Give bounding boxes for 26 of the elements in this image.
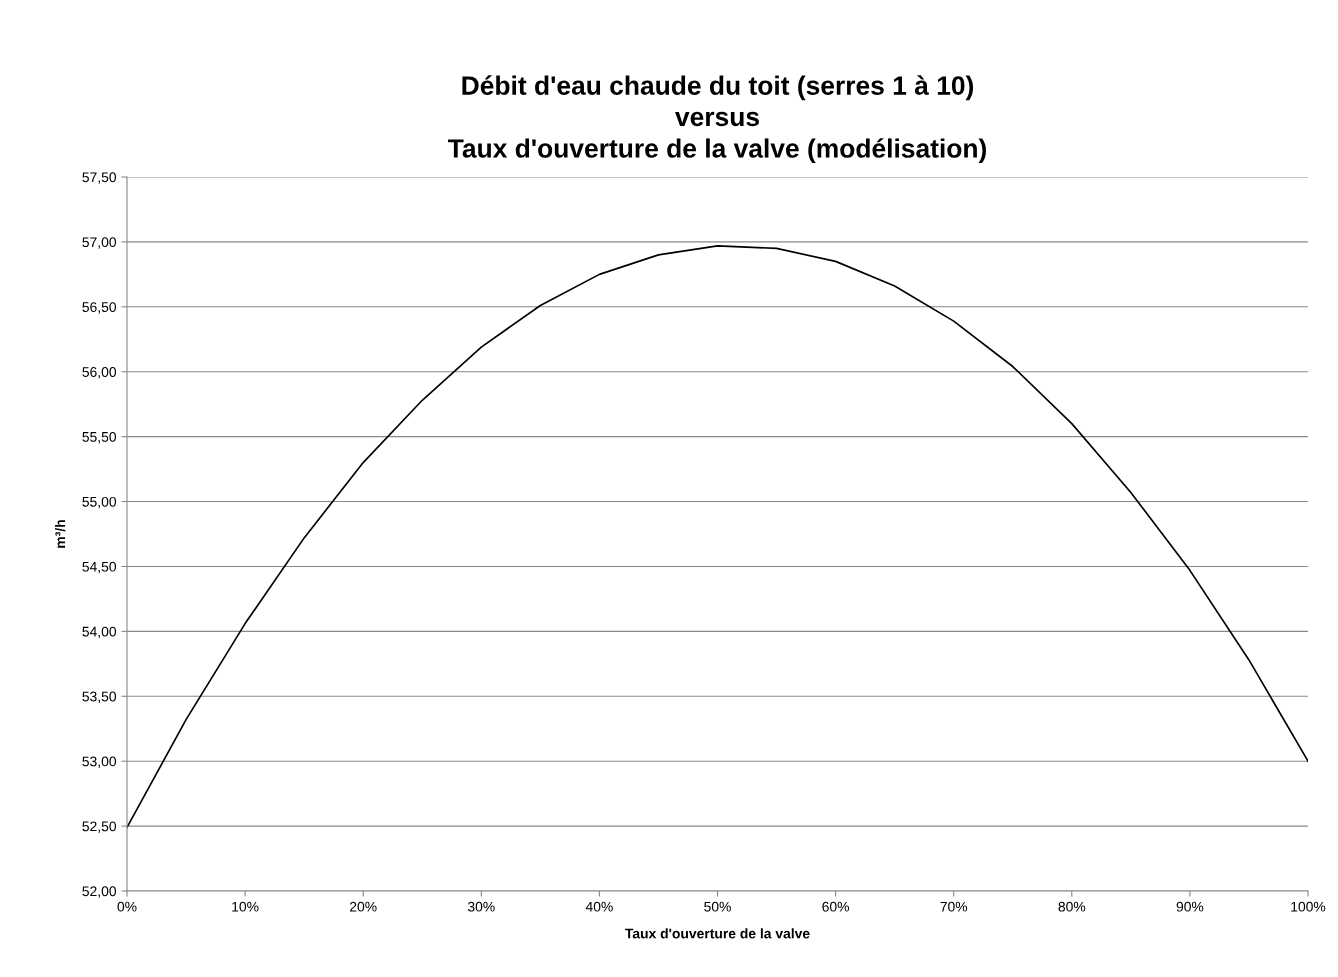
- y-tick-label: 57,00: [82, 237, 117, 249]
- y-tick-label: 54,50: [82, 561, 117, 574]
- x-tick-label: 10%: [232, 901, 259, 912]
- x-tick-label: 30%: [467, 901, 495, 912]
- x-tick-label: 20%: [350, 901, 377, 912]
- y-tick-label: 54,00: [82, 626, 117, 639]
- y-tick-label: 56,00: [82, 367, 117, 379]
- x-tick-label: 80%: [1058, 901, 1086, 912]
- x-tick-label: 70%: [940, 901, 968, 912]
- y-tick-label: 52,50: [82, 821, 117, 833]
- y-tick-label: 55,00: [82, 496, 117, 509]
- x-tick-label: 40%: [585, 901, 613, 912]
- y-tick-label: 52,00: [82, 886, 117, 898]
- x-tick-label: 50%: [704, 901, 731, 912]
- y-tick-label: 56,50: [82, 302, 117, 314]
- x-axis-title: Taux d'ouverture de la valve: [625, 928, 810, 939]
- y-tick-label: 53,50: [82, 691, 117, 704]
- x-tick-label: 100%: [1291, 901, 1326, 912]
- y-tick-label: 53,00: [82, 756, 117, 768]
- y-tick-label: 57,50: [82, 172, 117, 184]
- x-tick-label: 60%: [822, 901, 850, 912]
- x-tick-label: 0%: [117, 901, 137, 912]
- x-tick-label: 90%: [1176, 901, 1204, 912]
- chart-title: Débit d'eau chaude du toit (serres 1 à 10) versus Taux d'ouverture de la valve (modélisation): [448, 75, 986, 164]
- y-tick-label: 55,50: [82, 431, 117, 444]
- y-axis-title: m³/h: [54, 520, 66, 548]
